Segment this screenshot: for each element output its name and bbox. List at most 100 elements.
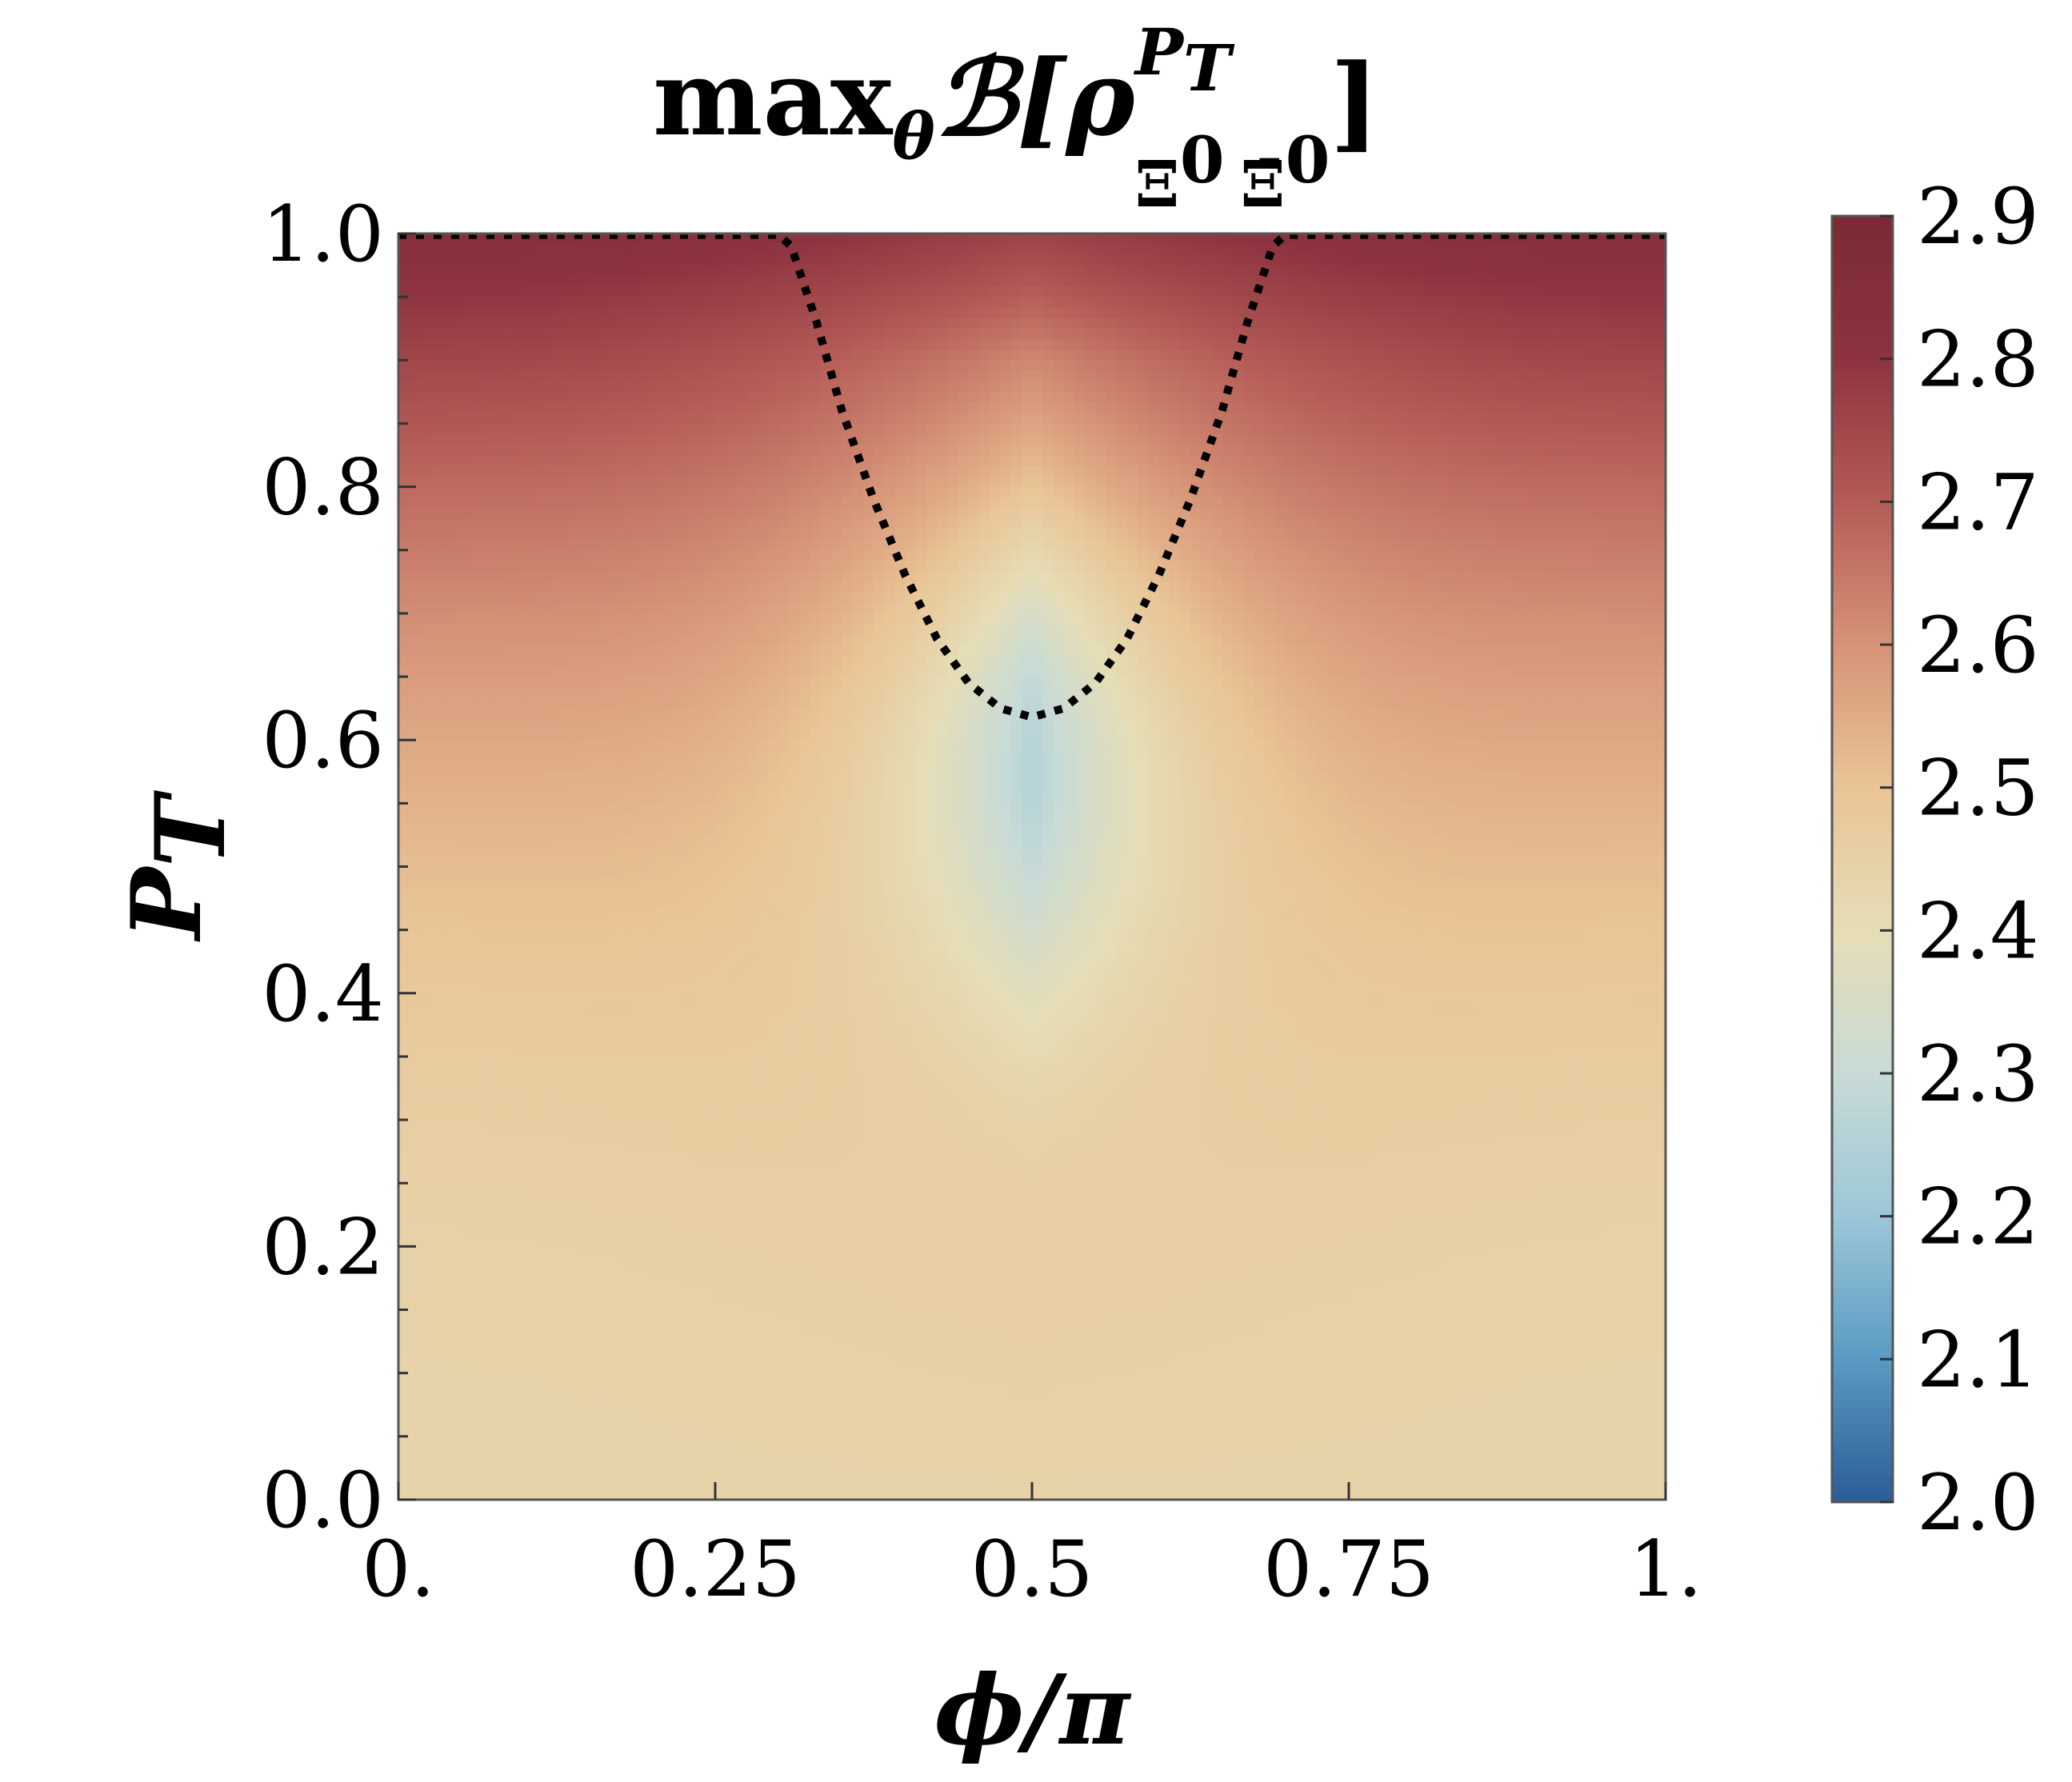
heatmap-cell (1402, 286, 1413, 298)
heatmap-cell (1021, 655, 1033, 667)
heatmap-cell (905, 370, 917, 382)
heatmap-cell (1063, 286, 1075, 298)
heatmap-cell (567, 265, 578, 277)
heatmap-cell (1422, 423, 1434, 435)
heatmap-cell (1338, 592, 1350, 604)
heatmap-cell (1042, 434, 1054, 446)
heatmap-cell (799, 338, 811, 350)
heatmap-cell (1518, 634, 1529, 646)
heatmap-cell (525, 507, 537, 519)
heatmap-cell (1623, 307, 1634, 319)
heatmap-cell (620, 613, 631, 625)
heatmap-cell (1317, 265, 1329, 277)
heatmap-cell (1654, 465, 1666, 477)
heatmap-cell (1106, 624, 1118, 635)
heatmap-cell (1475, 434, 1487, 446)
heatmap-cell (557, 360, 568, 372)
heatmap-cell (1507, 265, 1518, 277)
heatmap-cell (1285, 275, 1297, 287)
heatmap-cell (905, 497, 917, 509)
heatmap-cell (1306, 497, 1318, 509)
heatmap-cell (1190, 613, 1202, 625)
heatmap-cell (821, 318, 832, 330)
heatmap-cell (831, 529, 842, 541)
heatmap-cell (736, 338, 748, 350)
heatmap-cell (821, 549, 832, 561)
heatmap-cell (1634, 549, 1646, 561)
heatmap-cell (472, 297, 484, 308)
heatmap-cell (1591, 444, 1603, 456)
heatmap-cell (842, 655, 854, 667)
heatmap-cell (1264, 402, 1276, 414)
heatmap-cell (789, 518, 801, 529)
heatmap-cell (831, 297, 842, 308)
heatmap-cell (1232, 497, 1244, 509)
heatmap-cell (673, 328, 684, 340)
heatmap-cell (1032, 645, 1043, 657)
heatmap-cell (778, 529, 790, 541)
heatmap-cell (1570, 402, 1582, 414)
heatmap-cell (482, 634, 494, 646)
heatmap-cell (557, 476, 568, 488)
heatmap-cell (852, 360, 864, 372)
heatmap-cell (937, 529, 948, 541)
heatmap-cell (968, 549, 980, 561)
heatmap-cell (1359, 571, 1370, 582)
heatmap-cell (535, 455, 547, 466)
heatmap-cell (1169, 244, 1181, 255)
heatmap-cell (778, 507, 790, 519)
heatmap-cell (1148, 529, 1159, 541)
heatmap-cell (894, 275, 906, 287)
heatmap-cell (651, 381, 663, 393)
heatmap-cell (1412, 518, 1423, 529)
heatmap-cell (1201, 360, 1212, 372)
heatmap-cell (1116, 592, 1128, 604)
heatmap-cell (1296, 275, 1307, 287)
heatmap-cell (451, 613, 462, 625)
heatmap-cell (799, 465, 811, 477)
heatmap-cell (1602, 465, 1614, 477)
heatmap-cell (1201, 391, 1212, 403)
heatmap-cell (1390, 350, 1402, 361)
heatmap-cell (535, 275, 547, 287)
heatmap-cell (1296, 381, 1307, 393)
heatmap-cell (1317, 381, 1329, 393)
heatmap-cell (810, 265, 822, 277)
heatmap-cell (588, 529, 600, 541)
heatmap-cell (1613, 286, 1624, 298)
heatmap-cell (1285, 624, 1297, 635)
heatmap-cell (778, 592, 790, 604)
heatmap-cell (979, 476, 990, 488)
heatmap-cell (1518, 518, 1529, 529)
heatmap-cell (1296, 529, 1307, 541)
heatmap-cell (1211, 613, 1223, 625)
heatmap-cell (578, 634, 590, 646)
heatmap-cell (778, 476, 790, 488)
heatmap-cell (1560, 497, 1571, 509)
heatmap-cell (1053, 275, 1065, 287)
heatmap-cell (1106, 423, 1118, 435)
heatmap-cell (462, 328, 473, 340)
heatmap-cell (1486, 613, 1498, 625)
heatmap-cell (905, 665, 917, 677)
heatmap-cell (1126, 434, 1138, 446)
heatmap-cell (588, 307, 600, 319)
heatmap-cell (1538, 318, 1550, 330)
heatmap-cell (1613, 624, 1624, 635)
heatmap-cell (799, 560, 811, 572)
heatmap-cell (947, 318, 959, 330)
heatmap-cell (694, 286, 706, 298)
heatmap-cell (578, 265, 590, 277)
heatmap-cell (557, 592, 568, 604)
heatmap-cell (1422, 338, 1434, 350)
heatmap-cell (1190, 360, 1202, 372)
heatmap-cell (979, 402, 990, 414)
heatmap-cell (1338, 507, 1350, 519)
heatmap-cell (1390, 307, 1402, 319)
heatmap-cell (1402, 560, 1413, 572)
heatmap-cell (1486, 518, 1498, 529)
heatmap-cell (947, 455, 959, 466)
heatmap-cell (757, 254, 769, 266)
heatmap-cell (715, 571, 726, 582)
heatmap-cell (958, 486, 970, 498)
